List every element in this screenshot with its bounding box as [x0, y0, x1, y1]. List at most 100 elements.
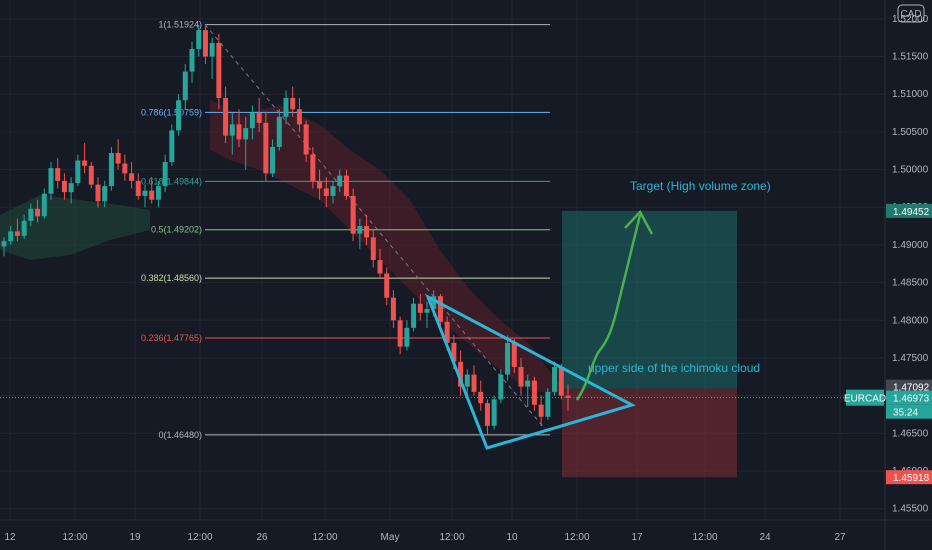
candle-body[interactable] [451, 342, 457, 362]
candle-body[interactable] [464, 374, 470, 387]
candle-body[interactable] [270, 146, 276, 174]
candle-body[interactable] [384, 273, 390, 298]
candle-body[interactable] [48, 168, 54, 194]
candle-body[interactable] [558, 367, 564, 396]
candle-body[interactable] [458, 361, 464, 387]
x-tick-label: 10 [506, 532, 518, 543]
projection-arrow[interactable] [575, 214, 642, 401]
candle-body[interactable] [303, 124, 309, 155]
candle-body[interactable] [531, 380, 537, 405]
drawings[interactable] [425, 209, 654, 450]
candle-body[interactable] [243, 128, 249, 140]
candle-body[interactable] [317, 180, 323, 189]
candle-body[interactable] [565, 395, 571, 398]
candle-body[interactable] [82, 160, 88, 166]
candle-body[interactable] [88, 165, 94, 185]
candle-body[interactable] [115, 152, 121, 164]
x-axis[interactable]: 12 12:00 19 12:00 26 12:00 May 12:00 10 12:00 17 12… [0, 519, 932, 543]
candle-body[interactable] [155, 186, 161, 200]
candle-body[interactable] [142, 190, 148, 196]
candle-body[interactable] [276, 116, 282, 147]
candle-body[interactable] [216, 42, 222, 98]
candle-body[interactable] [189, 48, 195, 72]
candle-body[interactable] [249, 113, 255, 129]
candle-body[interactable] [162, 162, 168, 187]
currency-badge[interactable] [897, 4, 925, 23]
candle-body[interactable] [176, 100, 182, 131]
candle-body[interactable] [55, 168, 61, 181]
candle-body[interactable] [484, 403, 490, 426]
candle-body[interactable] [14, 231, 20, 236]
cloud-annotation[interactable]: upper side of the ichimoku cloud [588, 361, 760, 375]
candle-body[interactable] [202, 30, 208, 57]
candle-body[interactable] [411, 303, 417, 328]
candle-body[interactable] [135, 180, 141, 196]
stop-zone[interactable] [562, 388, 737, 478]
candle-body[interactable] [182, 71, 188, 101]
candle-body[interactable] [357, 226, 363, 234]
candle-body[interactable] [122, 163, 128, 174]
candle-body[interactable] [223, 97, 229, 136]
candle-body[interactable] [108, 152, 114, 187]
candle-body[interactable] [61, 180, 67, 193]
candle-body[interactable] [95, 184, 101, 202]
candle-body[interactable] [444, 321, 450, 343]
triangle-pattern[interactable] [425, 293, 636, 450]
y-tick-label: 1.51000 [892, 89, 929, 100]
candle-body[interactable] [290, 97, 296, 110]
candle-body[interactable] [102, 186, 108, 202]
candle-body[interactable] [196, 30, 202, 49]
candle-body[interactable] [390, 297, 396, 321]
candle-body[interactable] [471, 374, 477, 392]
candle-body[interactable] [256, 113, 262, 123]
y-tick-label: 1.45500 [892, 504, 929, 515]
candle-body[interactable] [323, 188, 329, 196]
candle-body[interactable] [350, 195, 356, 234]
candle-body[interactable] [498, 374, 504, 400]
x-tick-label: 12:00 [692, 532, 717, 543]
candle-body[interactable] [8, 231, 14, 242]
y-tick-label: 1.46500 [892, 428, 929, 439]
candle-body[interactable] [1, 241, 7, 247]
candle-body[interactable] [343, 175, 349, 196]
candle-body[interactable] [28, 208, 34, 221]
candle-body[interactable] [370, 237, 376, 260]
candle-body[interactable] [236, 124, 242, 140]
candle-body[interactable] [41, 193, 47, 217]
candle-body[interactable] [35, 208, 41, 217]
candle-body[interactable] [518, 367, 524, 387]
candle-body[interactable] [424, 308, 430, 313]
candle-body[interactable] [545, 391, 551, 417]
candle-body[interactable] [21, 220, 27, 236]
candle-body[interactable] [149, 190, 155, 200]
candle-body[interactable] [68, 183, 74, 193]
fib-trend-line[interactable] [204, 24, 551, 436]
candle-body[interactable] [330, 186, 336, 196]
candle-body[interactable] [75, 160, 81, 184]
target-annotation[interactable]: Target (High volume zone) [630, 179, 771, 193]
candle-body[interactable] [552, 367, 558, 392]
candle-body[interactable] [296, 109, 302, 125]
candle-body[interactable] [229, 124, 235, 136]
candle-body[interactable] [525, 380, 531, 387]
candle-body[interactable] [377, 260, 383, 274]
candle-body[interactable] [511, 342, 517, 368]
candle-body[interactable] [209, 42, 215, 57]
candle-body[interactable] [491, 399, 497, 426]
candle-body[interactable] [263, 122, 269, 174]
candle-body[interactable] [129, 173, 135, 181]
candle-body[interactable] [538, 404, 544, 417]
candle-body[interactable] [505, 342, 511, 375]
candle-body[interactable] [310, 154, 316, 181]
candle-body[interactable] [397, 320, 403, 347]
candle-body[interactable] [337, 175, 343, 187]
candle-body[interactable] [417, 303, 423, 313]
candle-body[interactable] [364, 226, 370, 238]
candle-body[interactable] [404, 327, 410, 347]
candle-body[interactable] [283, 97, 289, 117]
candle-body[interactable] [431, 296, 437, 309]
candle-body[interactable] [169, 130, 175, 163]
candle-body[interactable] [437, 296, 443, 322]
target-zone[interactable] [562, 210, 737, 389]
